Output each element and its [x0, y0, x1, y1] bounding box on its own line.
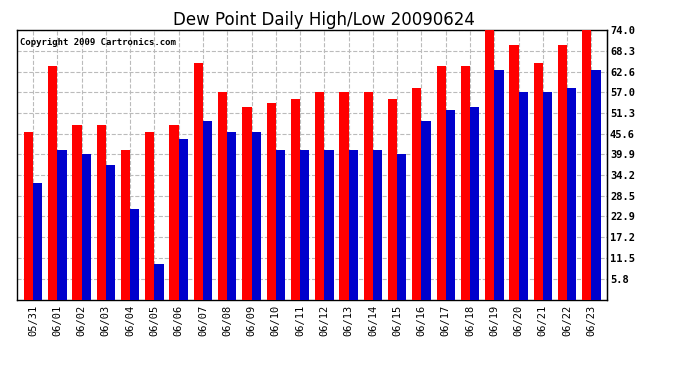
- Bar: [170, 125, 179, 300]
- Bar: [218, 92, 227, 300]
- Bar: [81, 154, 91, 300]
- Bar: [155, 264, 164, 300]
- Text: Dew Point Daily High/Low 20090624: Dew Point Daily High/Low 20090624: [173, 11, 475, 29]
- Bar: [203, 121, 213, 300]
- Bar: [437, 66, 446, 300]
- Bar: [33, 183, 42, 300]
- Bar: [72, 125, 81, 300]
- Bar: [145, 132, 155, 300]
- Bar: [461, 66, 470, 300]
- Bar: [300, 150, 309, 300]
- Bar: [422, 121, 431, 300]
- Bar: [591, 70, 601, 300]
- Bar: [519, 92, 528, 300]
- Bar: [291, 99, 300, 300]
- Bar: [348, 150, 358, 300]
- Bar: [509, 45, 519, 300]
- Bar: [412, 88, 422, 300]
- Bar: [364, 92, 373, 300]
- Bar: [57, 150, 66, 300]
- Bar: [485, 26, 494, 300]
- Bar: [339, 92, 348, 300]
- Bar: [582, 26, 591, 300]
- Bar: [567, 88, 576, 300]
- Bar: [533, 63, 543, 300]
- Bar: [558, 45, 567, 300]
- Bar: [373, 150, 382, 300]
- Bar: [106, 165, 115, 300]
- Bar: [397, 154, 406, 300]
- Bar: [494, 70, 504, 300]
- Bar: [23, 132, 33, 300]
- Bar: [97, 125, 106, 300]
- Bar: [227, 132, 237, 300]
- Bar: [48, 66, 57, 300]
- Bar: [446, 110, 455, 300]
- Bar: [252, 132, 261, 300]
- Bar: [276, 150, 285, 300]
- Bar: [194, 63, 203, 300]
- Bar: [179, 140, 188, 300]
- Bar: [130, 209, 139, 300]
- Bar: [121, 150, 130, 300]
- Bar: [242, 106, 252, 300]
- Text: Copyright 2009 Cartronics.com: Copyright 2009 Cartronics.com: [20, 38, 176, 47]
- Bar: [315, 92, 324, 300]
- Bar: [388, 99, 397, 300]
- Bar: [324, 150, 333, 300]
- Bar: [543, 92, 552, 300]
- Bar: [470, 106, 480, 300]
- Bar: [266, 103, 276, 300]
